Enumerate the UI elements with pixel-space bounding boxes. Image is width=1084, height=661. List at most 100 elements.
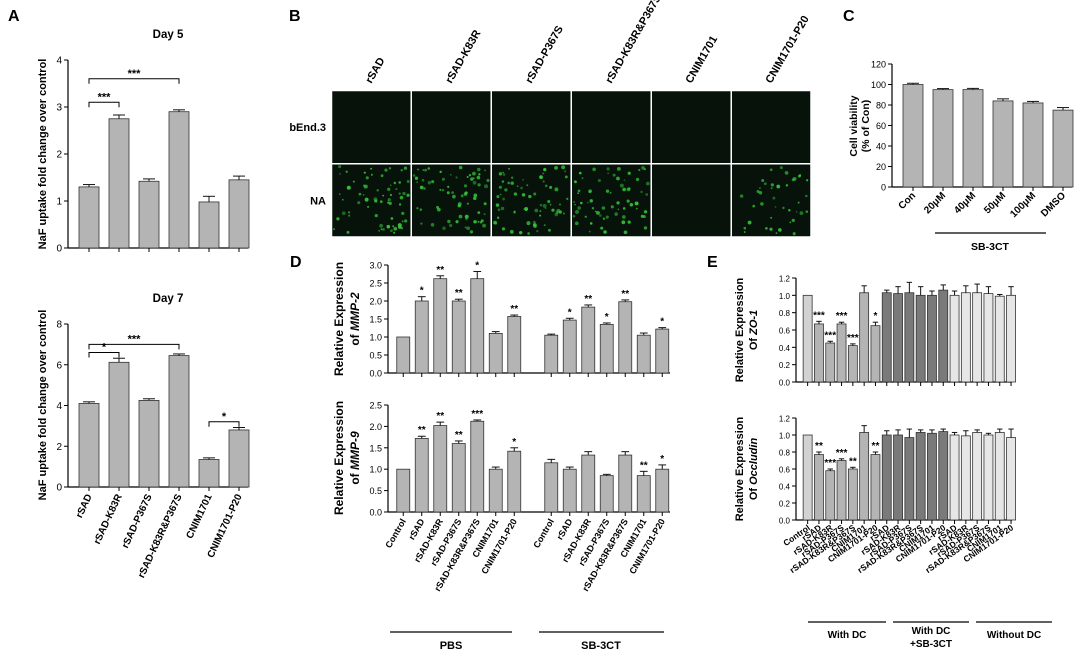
fluorescent-spot bbox=[398, 203, 402, 206]
bar bbox=[949, 294, 960, 383]
bar bbox=[825, 470, 836, 521]
fluorescent-spot bbox=[395, 188, 398, 191]
column-label: CNIM1701-P20 bbox=[763, 14, 811, 86]
fluorescent-spot bbox=[497, 208, 501, 212]
fluorescent-spot bbox=[498, 185, 502, 189]
fluorescent-spot bbox=[388, 167, 392, 170]
fluorescent-spot bbox=[404, 219, 408, 223]
fluorescent-spot bbox=[549, 185, 553, 189]
panel-letter-C: C bbox=[843, 8, 855, 25]
significance-mark: ** bbox=[621, 289, 629, 300]
fluorescent-spot bbox=[389, 193, 393, 197]
y-axis-title: Of ZO-1 bbox=[748, 310, 760, 350]
y-axis-title: Relative Expression bbox=[332, 401, 346, 515]
fluorescent-spot bbox=[616, 201, 620, 205]
fluorescent-spot bbox=[496, 216, 500, 220]
fluorescent-spot bbox=[439, 188, 442, 191]
fluorescent-spot bbox=[416, 207, 419, 210]
fluorescent-spot bbox=[362, 184, 366, 188]
fluorescent-spot bbox=[464, 191, 468, 195]
fluorescent-spot bbox=[765, 226, 768, 230]
fluorescent-spot bbox=[374, 199, 378, 203]
fluorescent-spot bbox=[597, 178, 601, 183]
fluorescent-spot bbox=[614, 212, 618, 216]
group-label: +SB-3CT bbox=[910, 639, 952, 650]
fluorescent-spot bbox=[466, 202, 469, 205]
microscopy-panel: rSAD rSAD-K83R rSAD-P367S rSAD-K83R&P367S CN… bbox=[289, 0, 812, 237]
significance-mark: ** bbox=[510, 304, 518, 315]
fluorescent-spot bbox=[451, 191, 454, 194]
significance-mark: * bbox=[660, 454, 664, 465]
fluorescent-spot bbox=[543, 224, 546, 227]
fluorescent-spot bbox=[390, 217, 394, 220]
bar bbox=[544, 462, 559, 513]
fluorescent-spot bbox=[627, 171, 631, 175]
fluorescent-spot bbox=[449, 223, 453, 228]
fluorescent-spot bbox=[493, 220, 497, 225]
significance-mark: ** bbox=[815, 441, 823, 452]
bar bbox=[228, 179, 250, 249]
fluorescent-spot bbox=[455, 220, 459, 224]
fluorescent-spot bbox=[534, 208, 539, 213]
fluorescent-spot bbox=[532, 223, 537, 227]
fluorescent-spot bbox=[539, 214, 542, 217]
bar bbox=[983, 434, 994, 521]
micrograph-tile bbox=[732, 164, 811, 237]
y-tick-label: 0.0 bbox=[779, 517, 791, 526]
fluorescent-spot bbox=[784, 171, 789, 175]
fluorescent-spot bbox=[477, 183, 481, 187]
bar bbox=[881, 434, 892, 521]
bar bbox=[636, 334, 651, 374]
group-label: SB-3CT bbox=[971, 241, 1010, 253]
fluorescent-spot bbox=[384, 168, 388, 172]
fluorescent-spot bbox=[458, 214, 463, 219]
fluorescent-spot bbox=[600, 226, 604, 230]
y-axis-title: of MMP-2 bbox=[348, 292, 362, 346]
significance-mark: * bbox=[512, 437, 516, 448]
fluorescent-spot bbox=[640, 190, 643, 194]
fluorescent-spot bbox=[743, 231, 746, 233]
bar bbox=[893, 293, 903, 383]
fluorescent-spot bbox=[332, 227, 336, 231]
fluorescent-spot bbox=[392, 225, 395, 228]
bar bbox=[581, 306, 596, 374]
fluorescent-spot bbox=[520, 186, 523, 190]
bar bbox=[451, 300, 466, 374]
fluorescent-spot bbox=[616, 176, 620, 181]
fluorescent-spot bbox=[643, 210, 648, 214]
y-tick-label: 2.0 bbox=[369, 422, 382, 432]
fluorescent-spot bbox=[626, 199, 630, 203]
fluorescent-spot bbox=[792, 176, 797, 181]
fluorescent-spot bbox=[473, 220, 477, 224]
significance-mark: *** bbox=[813, 310, 825, 321]
significance-mark: *** bbox=[836, 311, 848, 322]
significance-mark: ** bbox=[436, 265, 444, 276]
x-tick-label: Control bbox=[531, 517, 556, 550]
fluorescent-spot bbox=[584, 215, 587, 218]
fluorescent-spot bbox=[752, 204, 756, 208]
fluorescent-spot bbox=[472, 180, 477, 185]
fluorescent-spot bbox=[513, 192, 518, 196]
fluorescent-spot bbox=[578, 171, 582, 175]
fluorescent-spot bbox=[508, 167, 511, 170]
significance-mark: ** bbox=[455, 430, 463, 441]
fluorescent-spot bbox=[603, 230, 607, 234]
fluorescent-spot bbox=[417, 168, 420, 171]
fluorescent-spot bbox=[455, 176, 458, 179]
fluorescent-spot bbox=[610, 205, 614, 209]
bar bbox=[618, 454, 633, 513]
fluorescent-spot bbox=[763, 182, 767, 186]
fluorescent-spot bbox=[476, 175, 481, 180]
fluorescent-spot bbox=[393, 226, 398, 231]
fluorescent-spot bbox=[347, 214, 351, 217]
fluorescent-spot bbox=[388, 201, 392, 206]
fluorescent-spot bbox=[380, 174, 384, 178]
bar bbox=[893, 434, 903, 521]
group-labels: SB-3CT PBS SB-3CT With DC With DC +SB-3CT With… bbox=[390, 232, 1052, 652]
fluorescent-spot bbox=[536, 230, 539, 233]
y-tick-label: 60 bbox=[876, 121, 886, 131]
fluorescent-spot bbox=[358, 192, 362, 196]
fluorescent-spot bbox=[393, 181, 397, 185]
fluorescent-spot bbox=[373, 197, 378, 202]
fluorescent-spot bbox=[770, 183, 774, 187]
